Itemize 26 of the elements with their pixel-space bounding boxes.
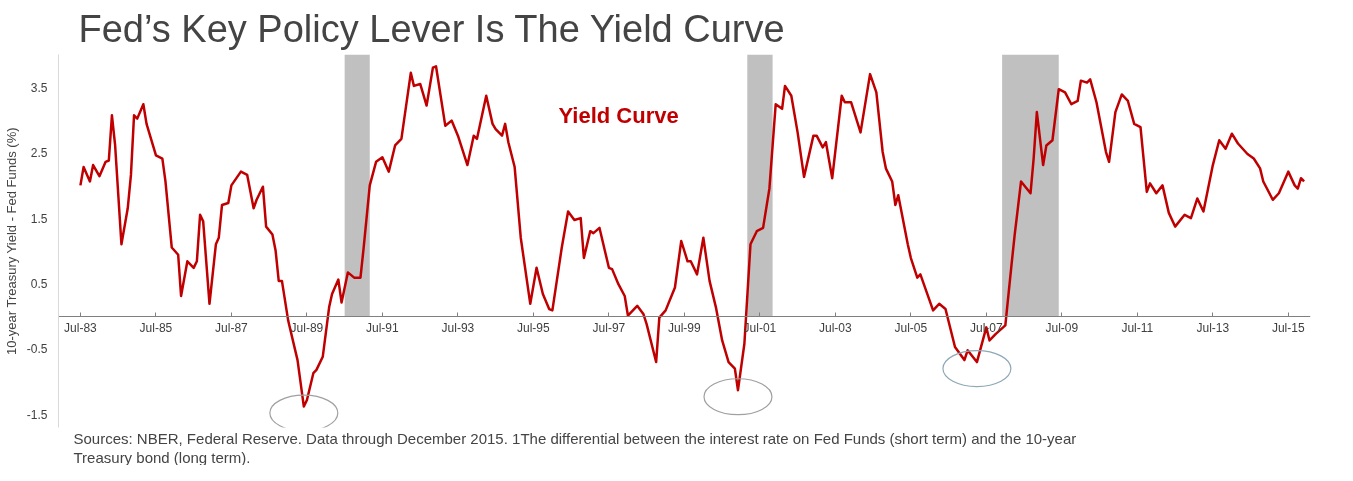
- x-tick-label: Jul-85: [139, 321, 173, 336]
- y-tick-label: 1.5: [30, 211, 48, 226]
- y-axis-title: 10-year Treasury Yield - Fed Funds (%): [3, 127, 19, 356]
- x-tick-label: Jul-05: [894, 321, 928, 336]
- x-tick-label: Jul-11: [1121, 321, 1154, 336]
- x-tick-label: Jul-15: [1271, 321, 1305, 336]
- source-note: Sources: NBER, Federal Reserve. Data through December 2015. 1The differential between the interest rate on Fed Funds (short term) and the 10-year Treasury bond (long term).: [73, 429, 1077, 466]
- x-tick-label: Jul-87: [215, 321, 249, 336]
- x-tick-label: Jul-07: [969, 321, 1003, 336]
- x-tick-label: Jul-13: [1196, 321, 1230, 336]
- y-tick-label: -1.5: [26, 407, 48, 422]
- x-tick-label: Jul-09: [1045, 321, 1079, 336]
- x-tick-label: Jul-93: [441, 321, 475, 336]
- y-tick-label: -0.5: [26, 342, 48, 357]
- y-tick-label: 3.5: [30, 80, 48, 95]
- x-tick-label: Jul-99: [668, 321, 702, 336]
- chart-title: Fed’s Key Policy Lever Is The Yield Curve: [78, 7, 785, 50]
- text: Yield Curve: [558, 102, 679, 128]
- x-tick-label: Jul-97: [592, 321, 626, 336]
- y-tick-label: 0.5: [30, 277, 48, 292]
- x-tick-label: Jul-95: [517, 321, 551, 336]
- x-tick-label: Jul-83: [64, 321, 98, 336]
- x-tick-label: Jul-89: [290, 321, 324, 336]
- y-tick-label: 2.5: [30, 146, 48, 161]
- x-tick-label: Jul-03: [818, 321, 852, 336]
- x-tick-label: Jul-91: [366, 321, 400, 336]
